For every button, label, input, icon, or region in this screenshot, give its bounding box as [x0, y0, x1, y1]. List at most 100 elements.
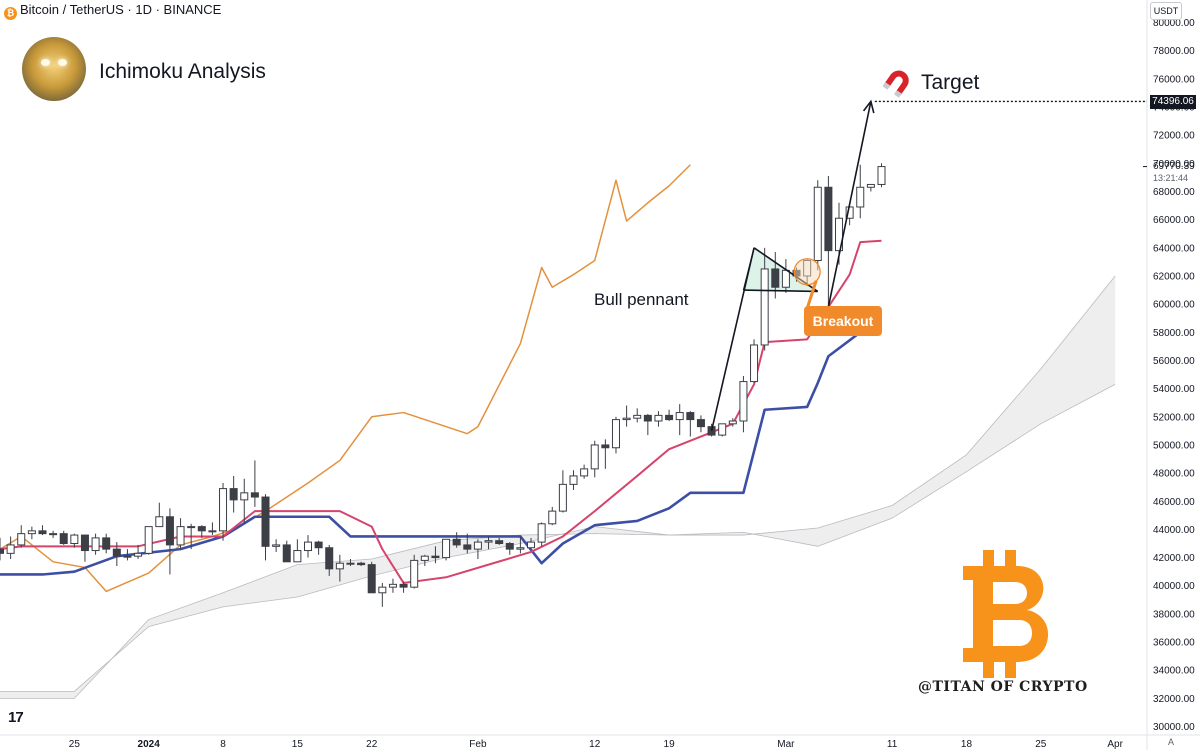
time-tick-label: 22 — [366, 739, 378, 750]
candle — [420, 554, 429, 567]
candle — [410, 554, 419, 589]
bear-candle-body — [643, 414, 652, 422]
candle — [580, 464, 589, 479]
bear-candle-body — [250, 492, 259, 498]
tenkan-sen-line — [0, 239, 882, 584]
bull-candle-body — [813, 186, 822, 261]
candle — [750, 339, 759, 383]
price-tick-label: 42000.00 — [1153, 553, 1195, 564]
candle — [357, 561, 366, 567]
candle — [123, 549, 132, 561]
price-tick-label: 46000.00 — [1153, 497, 1195, 508]
bull-candle-body — [388, 583, 397, 588]
candle — [38, 525, 47, 536]
bear-candle-body — [771, 268, 780, 288]
bull-candle-body — [739, 381, 748, 422]
bear-candle-body — [112, 548, 121, 557]
bull-candle-body — [569, 475, 578, 485]
time-tick-label: 8 — [220, 739, 226, 750]
candle — [261, 494, 270, 561]
analysis-title: Ichimoku Analysis — [99, 60, 266, 83]
price-tick-label: 48000.00 — [1153, 469, 1195, 480]
time-tick-label: 15 — [292, 739, 304, 750]
candle — [760, 247, 769, 351]
candle — [335, 554, 344, 582]
auto-scale-button[interactable]: A — [1168, 737, 1175, 747]
bull-candle-body — [835, 217, 844, 252]
price-tick-label: 32000.00 — [1153, 694, 1195, 705]
avatar-eye-icon — [41, 59, 50, 66]
bear-candle-body — [431, 555, 440, 559]
candle — [866, 183, 875, 192]
candle — [654, 411, 663, 427]
bear-candle-body — [357, 562, 366, 566]
bull-candle-body — [781, 269, 790, 288]
bull-candle-body — [346, 562, 355, 565]
bear-candle-body — [261, 496, 270, 547]
bull-candle-body — [91, 537, 100, 552]
bear-candle-body — [59, 533, 68, 545]
bitcoin-logo-icon — [963, 550, 1049, 678]
bull-candle-body — [303, 541, 312, 552]
bull-candle-body — [537, 523, 546, 543]
candle — [208, 522, 217, 536]
bull-candle-body — [527, 541, 536, 549]
bull-candle-body — [17, 533, 26, 546]
bear-candle-body — [165, 516, 174, 546]
candle — [643, 413, 652, 436]
candle — [155, 502, 164, 528]
price-tick-label: 36000.00 — [1153, 638, 1195, 649]
symbol-title-text: Bitcoin / TetherUS · 1D · BINANCE — [20, 2, 222, 17]
senkou-span-a-line — [0, 384, 1116, 692]
candle — [442, 538, 451, 561]
breakout-badge: Breakout — [804, 306, 882, 336]
bull-candle-body — [877, 166, 886, 185]
price-tick-label: 38000.00 — [1153, 609, 1195, 620]
price-tick-label: 78000.00 — [1153, 46, 1195, 57]
candle — [59, 530, 68, 545]
candle — [346, 558, 355, 567]
bull-candle-body — [144, 526, 153, 554]
bull-candle-body — [442, 538, 451, 559]
price-tick-label: 66000.00 — [1153, 215, 1195, 226]
time-tick-label: Feb — [469, 739, 487, 750]
bear-candle-body — [38, 530, 47, 535]
candle — [452, 532, 461, 548]
price-tick-label: 54000.00 — [1153, 384, 1195, 395]
bull-candle-body — [473, 541, 482, 550]
candle — [367, 561, 376, 594]
watermark: @TITAN OF CRYPTO — [918, 679, 1088, 695]
price-tick-label: 52000.00 — [1153, 412, 1195, 423]
bear-candle-body — [452, 538, 461, 546]
candle — [388, 578, 397, 593]
kijun-sen-line — [0, 331, 862, 576]
price-tick-label: 40000.00 — [1153, 581, 1195, 592]
bear-candle-body — [505, 543, 514, 550]
bear-candle-body — [314, 541, 323, 549]
bull-candle-body — [750, 344, 759, 383]
bull-candle-body — [633, 414, 642, 419]
bull-candle-body — [580, 468, 589, 477]
tradingview-logo[interactable]: 17 — [8, 709, 24, 726]
price-tick-label: 68000.00 — [1153, 187, 1195, 198]
candle — [569, 470, 578, 490]
price-tick-label: 44000.00 — [1153, 525, 1195, 536]
bull-candle-body — [654, 414, 663, 422]
bull-candle-body — [558, 483, 567, 512]
price-tick-label: 60000.00 — [1153, 300, 1195, 311]
bull-candle-body — [484, 540, 493, 543]
candle — [70, 533, 79, 548]
projection-arrow-line — [827, 101, 872, 308]
bear-candle-body — [325, 547, 334, 570]
bull-candle-body — [410, 559, 419, 588]
time-tick-label: 25 — [1035, 739, 1047, 750]
candle — [303, 535, 312, 558]
currency-selector[interactable]: USDT — [1150, 2, 1182, 20]
candle — [240, 478, 249, 524]
price-tick-label: 50000.00 — [1153, 440, 1195, 451]
symbol-title[interactable]: ₿ Bitcoin / TetherUS · 1D · BINANCE — [4, 2, 221, 20]
candle — [771, 252, 780, 299]
candle — [378, 582, 387, 607]
bull-candle-body — [378, 586, 387, 594]
